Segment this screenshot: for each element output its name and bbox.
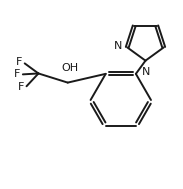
Text: OH: OH xyxy=(61,63,78,73)
Text: N: N xyxy=(114,40,123,50)
Text: N: N xyxy=(142,67,151,77)
Text: F: F xyxy=(18,82,25,92)
Text: F: F xyxy=(14,69,20,79)
Text: F: F xyxy=(16,57,22,67)
